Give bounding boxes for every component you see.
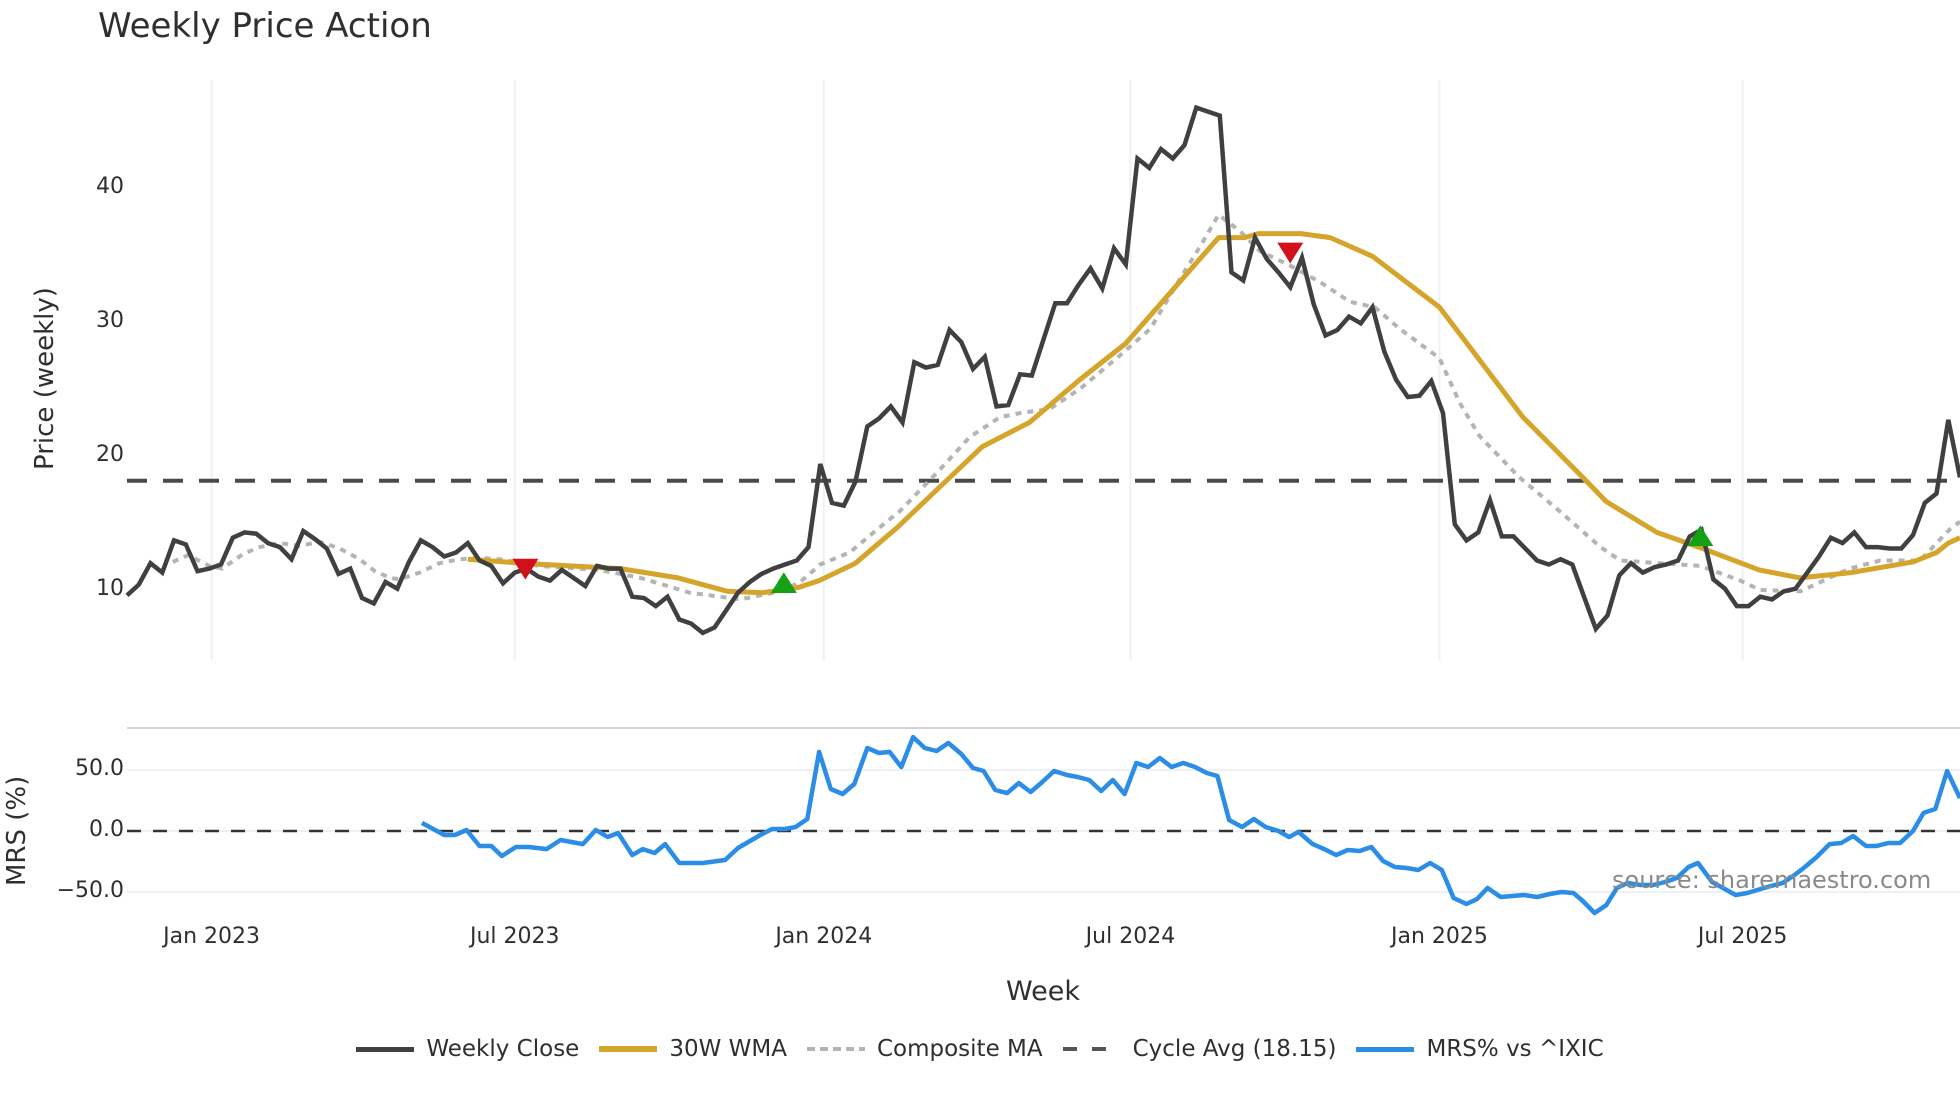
legend: Weekly Close 30W WMA Composite MA Cycle … <box>0 1036 1960 1062</box>
solid-line-swatch-icon <box>356 1046 415 1052</box>
price-tick-label: 30 <box>96 308 124 333</box>
data-series <box>125 104 1960 916</box>
dotted-line-swatch-icon <box>806 1047 865 1051</box>
mrs-tick-label: 50.0 <box>75 756 124 781</box>
solid-line-swatch-icon <box>599 1046 658 1052</box>
legend-label: MRS% vs ^IXIC <box>1426 1036 1604 1062</box>
sell-signal-triangle-down-icon <box>512 558 539 580</box>
mrs-tick-label: 0.0 <box>89 817 124 842</box>
x-tick-label: Jul 2025 <box>1697 924 1788 949</box>
x-tick-label: Jan 2024 <box>775 924 873 949</box>
mrs-line <box>420 734 1960 916</box>
x-tick-label: Jul 2024 <box>1085 924 1176 949</box>
gridlines <box>127 80 1960 893</box>
x-tick-label: Jan 2025 <box>1391 924 1488 949</box>
legend-item-30w-wma[interactable]: 30W WMA <box>599 1036 787 1062</box>
buy-signal-triangle-up-icon <box>1687 525 1714 547</box>
dashed-line-swatch-icon <box>1062 1047 1121 1051</box>
mrs-axis-label: MRS (%) <box>2 775 32 886</box>
chart-title: Weekly Price Action <box>98 6 432 46</box>
x-tick-label: Jul 2023 <box>469 924 560 949</box>
legend-item-cycle-avg[interactable]: Cycle Avg (18.15) <box>1062 1036 1337 1062</box>
price-tick-label: 40 <box>96 174 124 199</box>
buy-signal-triangle-up-icon <box>770 572 797 594</box>
legend-label: Weekly Close <box>426 1036 580 1062</box>
legend-label: Composite MA <box>876 1036 1043 1062</box>
x-axis-label: Week <box>1006 976 1080 1007</box>
price-axis-label: Price (weekly) <box>30 287 60 470</box>
sell-signal-triangle-down-icon <box>1277 242 1304 264</box>
price-tick-label: 10 <box>96 576 124 601</box>
solid-line-swatch-icon <box>1356 1046 1415 1052</box>
weekly-close-line <box>125 104 1960 636</box>
signal-markers <box>512 242 1714 594</box>
legend-item-composite-ma[interactable]: Composite MA <box>806 1036 1043 1062</box>
legend-item-mrs[interactable]: MRS% vs ^IXIC <box>1356 1036 1604 1062</box>
wma-line <box>467 231 1960 596</box>
mrs-tick-label: −50.0 <box>56 878 124 903</box>
source-watermark: source: sharemaestro.com <box>1612 866 1932 894</box>
legend-item-weekly-close[interactable]: Weekly Close <box>356 1036 579 1062</box>
x-tick-label: Jan 2023 <box>163 924 261 949</box>
legend-label: 30W WMA <box>669 1036 787 1062</box>
legend-label: Cycle Avg (18.15) <box>1132 1036 1337 1062</box>
reference-lines <box>127 478 1960 833</box>
price-tick-label: 20 <box>96 442 124 467</box>
